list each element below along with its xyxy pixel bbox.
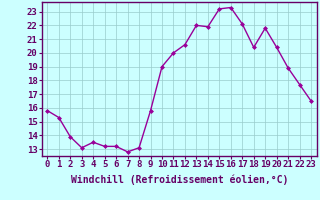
X-axis label: Windchill (Refroidissement éolien,°C): Windchill (Refroidissement éolien,°C) bbox=[70, 175, 288, 185]
